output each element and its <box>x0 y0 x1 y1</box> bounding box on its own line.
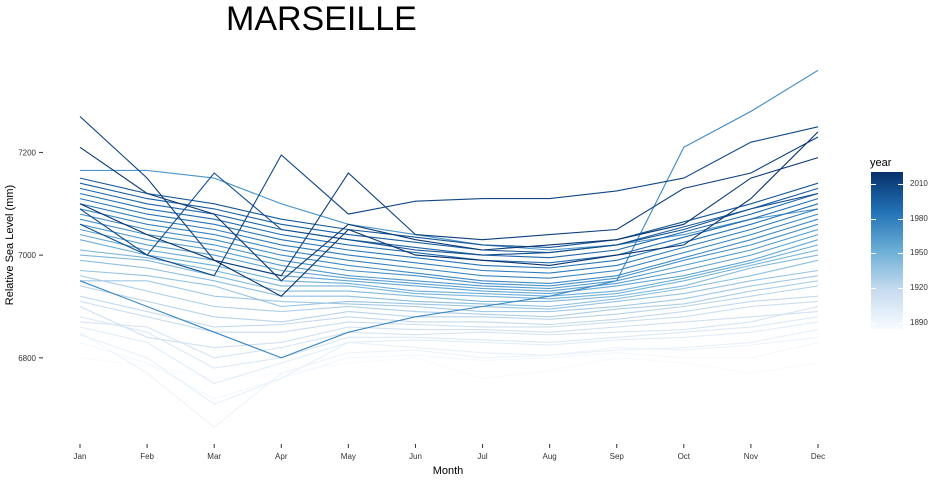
legend-colorbar <box>871 172 903 329</box>
y-axis-label: Relative Sea Level (mm) <box>4 185 16 305</box>
series-line-1936 <box>79 269 819 310</box>
series-line-1904 <box>79 316 819 369</box>
chart-title: MARSEILLE <box>226 0 417 38</box>
legend-tick-mark <box>871 323 903 325</box>
y-tick-label: 6800 <box>18 354 36 363</box>
x-tick-label: Jan <box>74 452 87 461</box>
series-line-1960 <box>79 228 819 292</box>
series-line-2000 <box>79 177 819 248</box>
x-tick-label: Mar <box>207 452 221 461</box>
series-line-2019 <box>79 131 819 297</box>
x-tick-label: Apr <box>275 452 288 461</box>
series-line-1932 <box>80 275 819 313</box>
legend-tick-mark <box>871 183 903 185</box>
series-line-1992 <box>79 187 819 259</box>
series-line-1968 <box>79 218 819 287</box>
legend-tick-label: 1890 <box>910 318 928 328</box>
series-line-1972 <box>79 213 819 284</box>
series-line-1928 <box>79 275 819 318</box>
series-line-1900 <box>79 321 819 385</box>
series-line-1956 <box>79 234 819 295</box>
x-tick-label: Feb <box>140 452 154 461</box>
series-line-1976 <box>79 208 819 279</box>
legend-tick-label: 2010 <box>910 178 928 188</box>
series-lines <box>79 69 819 428</box>
legend-tick-label: 1950 <box>910 248 928 258</box>
x-tick-label: Jul <box>477 452 487 461</box>
y-axis: 6800 7000 7200 <box>18 148 43 363</box>
series-line-1916 <box>79 300 819 333</box>
x-axis: Jan Feb Mar Apr May Jun Jul Aug Sep Oct Nov Dec <box>74 444 825 461</box>
series-line-1940 <box>79 259 819 308</box>
x-tick-label: Jun <box>409 452 422 461</box>
x-tick-label: Sep <box>610 452 625 461</box>
series-line-1996 <box>79 182 819 254</box>
series-line-2004 <box>79 172 819 256</box>
series-line-1920 <box>79 295 819 328</box>
series-line-1980 <box>79 203 819 274</box>
series-line-1944 <box>79 254 819 302</box>
series-line-1912 <box>79 306 819 349</box>
x-axis-label: Month <box>433 465 464 477</box>
series-line-2016 <box>79 146 819 282</box>
x-tick-label: Oct <box>678 452 691 461</box>
x-tick-label: Nov <box>744 452 758 461</box>
series-line-1908 <box>79 305 819 359</box>
series-line-1964 <box>79 223 819 290</box>
series-line-1888 <box>79 341 819 400</box>
series-line-1892 <box>79 331 819 428</box>
x-tick-label: May <box>341 452 356 461</box>
series-line-2012 <box>79 116 819 277</box>
legend-title: year <box>870 157 892 169</box>
legend-tick-mark <box>871 218 903 220</box>
legend-tick-mark <box>871 253 903 255</box>
y-tick-label: 7000 <box>18 251 36 260</box>
legend-tick-label: 1920 <box>910 283 928 293</box>
x-tick-label: Dec <box>811 452 825 461</box>
legend-tick-label: 1980 <box>910 213 928 223</box>
series-line-1966 <box>80 169 819 251</box>
series-line-1974 <box>79 69 819 359</box>
series-line-1988 <box>79 192 819 264</box>
series-line-1984 <box>79 198 819 269</box>
x-tick-label: Aug <box>543 452 557 461</box>
series-line-1885 <box>79 357 819 379</box>
y-tick-label: 7200 <box>18 148 36 157</box>
series-line-1952 <box>79 239 819 297</box>
series-line-2008 <box>79 126 819 277</box>
series-line-1924 <box>79 285 819 323</box>
series-line-1948 <box>79 249 819 300</box>
series-line-1896 <box>79 329 819 405</box>
legend-tick-mark <box>871 288 903 290</box>
